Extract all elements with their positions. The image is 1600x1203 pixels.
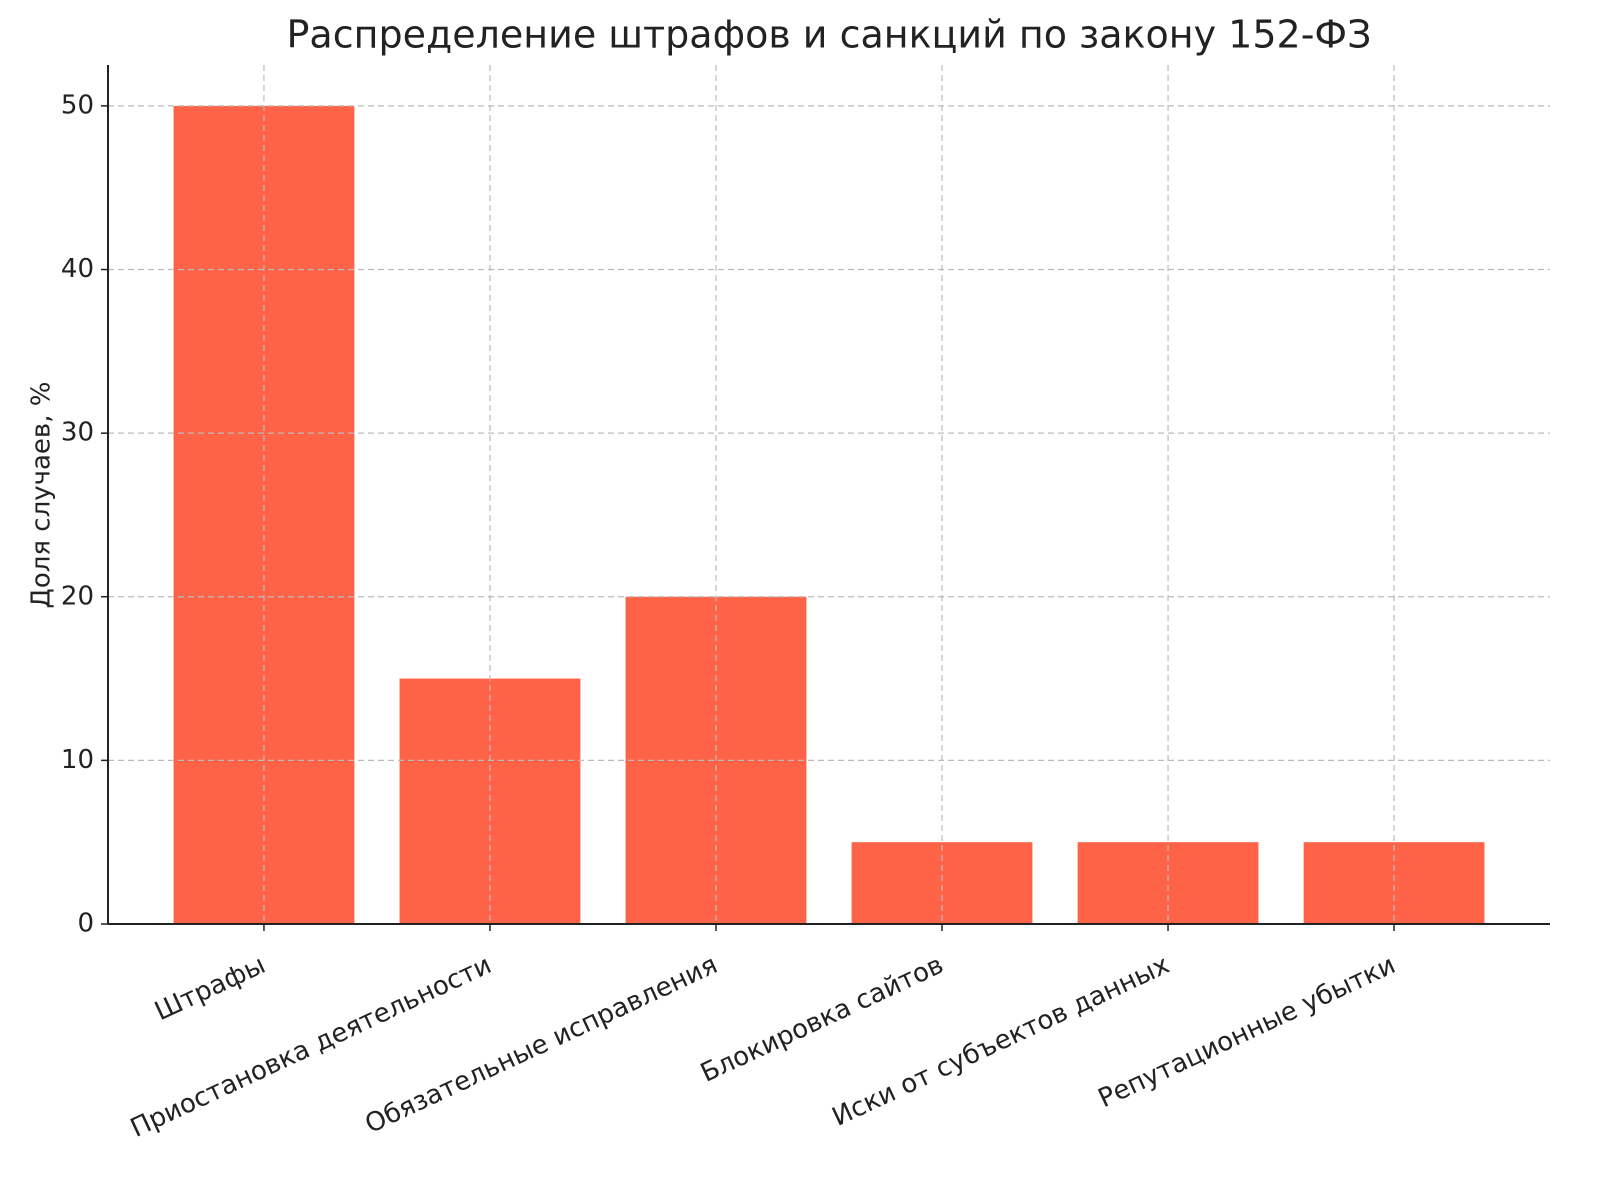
bar [1303, 842, 1485, 924]
bar [1077, 842, 1259, 924]
y-tick-label: 40 [61, 254, 94, 284]
x-tick-label: Обязательные исправления [361, 950, 722, 1140]
y-tick-label: 50 [61, 90, 94, 120]
y-axis-label: Доля случаев, % [27, 382, 57, 609]
y-tick-label: 0 [77, 909, 94, 939]
chart-title: Распределение штрафов и санкций по закон… [287, 13, 1372, 57]
x-tick-label: Штрафы [150, 950, 270, 1027]
x-tick-label: Приостановка деятельности [126, 950, 496, 1144]
y-tick-label: 30 [61, 418, 94, 448]
y-tick-label: 20 [61, 581, 94, 611]
bar [851, 842, 1033, 924]
y-tick-label: 10 [61, 745, 94, 775]
